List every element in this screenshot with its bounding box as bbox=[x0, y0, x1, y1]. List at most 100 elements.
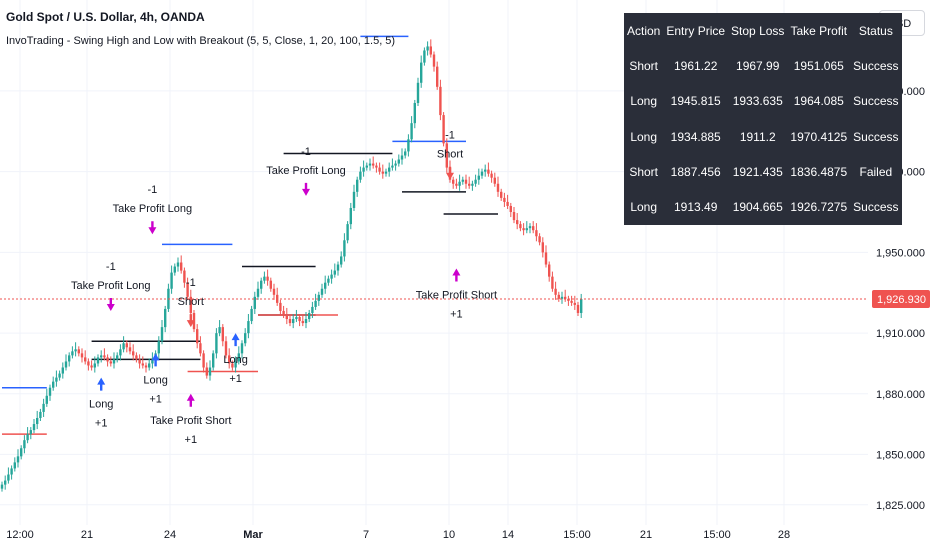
candle-body bbox=[343, 240, 346, 257]
arrow-down-icon bbox=[186, 314, 195, 328]
candle-body bbox=[346, 224, 349, 241]
candle-body bbox=[52, 381, 55, 388]
x-tick-label: 15:00 bbox=[563, 529, 591, 541]
table-row: Short 1961.22 1967.99 1951.065 Success bbox=[624, 48, 902, 83]
y-tick-label: 1,910.000 bbox=[876, 328, 925, 340]
candle-body bbox=[148, 363, 151, 368]
candle-body bbox=[320, 288, 324, 295]
grid bbox=[0, 0, 868, 525]
candle-body bbox=[458, 181, 461, 186]
candle-body bbox=[378, 167, 381, 172]
candle-body bbox=[23, 440, 26, 449]
candle-body bbox=[573, 302, 576, 305]
candle-body bbox=[256, 288, 260, 297]
candle-body bbox=[10, 468, 13, 475]
candle-body bbox=[87, 361, 90, 366]
table-header: Action bbox=[627, 23, 661, 38]
candle-body bbox=[4, 480, 7, 485]
table-header: Stop Loss bbox=[731, 23, 785, 38]
candle-body bbox=[413, 102, 416, 124]
table-header: Status bbox=[858, 23, 893, 38]
candle-body bbox=[215, 333, 218, 354]
annotation-label: Short bbox=[437, 149, 463, 161]
candle-body bbox=[116, 355, 119, 360]
candle-body bbox=[394, 163, 397, 166]
candle-body bbox=[295, 317, 298, 320]
table-cell: Success bbox=[853, 58, 899, 73]
candle-body bbox=[356, 179, 359, 192]
arrow-up-icon bbox=[231, 333, 240, 347]
candle-body bbox=[183, 270, 186, 283]
candle-body bbox=[580, 298, 583, 313]
candle-body bbox=[157, 341, 160, 354]
table-cell: 1970.4125 bbox=[790, 129, 848, 144]
candle-body bbox=[237, 353, 240, 362]
annotation-label: Take Profit Long bbox=[113, 203, 193, 215]
candle-body bbox=[487, 169, 490, 174]
y-tick-label: 1,950.000 bbox=[876, 247, 925, 259]
candle-body bbox=[36, 417, 39, 425]
table-cell: 1933.635 bbox=[732, 94, 783, 109]
candle-body bbox=[509, 205, 512, 213]
candle-body bbox=[551, 276, 554, 289]
candle-body bbox=[538, 236, 541, 243]
candle-body bbox=[173, 266, 176, 273]
table-row: Long 1913.49 1904.665 1926.7275 Success bbox=[624, 190, 902, 225]
table-cell: Short bbox=[629, 164, 659, 179]
table-header: Take Profit bbox=[790, 23, 848, 38]
candle-body bbox=[464, 179, 468, 184]
candle-body bbox=[279, 302, 282, 311]
candle-body bbox=[436, 66, 439, 87]
table-cell: Success bbox=[853, 200, 899, 215]
candle-body bbox=[298, 317, 301, 322]
candle-body bbox=[71, 351, 74, 356]
candle-body bbox=[493, 177, 496, 184]
candle-body bbox=[557, 294, 560, 299]
trade-stats-table: Action Entry Price Stop Loss Take Profit… bbox=[624, 13, 902, 225]
time-axis: 12:00 21 24 Mar 7 10 14 15:00 21 15:00 28 bbox=[0, 525, 932, 550]
annotation-label: +1 bbox=[450, 309, 463, 321]
candle-body bbox=[432, 54, 436, 67]
signal-annotations: Long +1 Long +1 Take Profit Short +1 -1 Take Pr… bbox=[71, 130, 497, 446]
candle-body bbox=[340, 256, 343, 265]
candle-body bbox=[205, 367, 208, 376]
candle-body bbox=[327, 278, 330, 283]
candle-body bbox=[311, 306, 314, 313]
candle-body bbox=[68, 355, 71, 362]
candle-body bbox=[125, 343, 128, 348]
table-cell: 1961.22 bbox=[674, 58, 718, 73]
candle-body bbox=[519, 224, 522, 229]
candle-body bbox=[228, 355, 231, 364]
candle-body bbox=[506, 201, 509, 206]
table-header-row: Action Entry Price Stop Loss Take Profit… bbox=[624, 13, 902, 48]
candle-body bbox=[128, 347, 132, 352]
candle-body bbox=[535, 230, 538, 237]
candle-body bbox=[404, 151, 407, 156]
candle-body bbox=[266, 276, 269, 281]
table-row: Long 1934.885 1911.2 1970.4125 Success bbox=[624, 119, 902, 154]
candle-body bbox=[416, 82, 420, 103]
candle-body bbox=[528, 226, 532, 229]
last-price-badge bbox=[872, 289, 930, 308]
candle-body bbox=[336, 264, 340, 271]
arrow-up-icon bbox=[452, 268, 461, 282]
candle-body bbox=[452, 179, 455, 184]
candle-body bbox=[263, 276, 266, 281]
x-tick-label: 28 bbox=[778, 529, 790, 541]
candle-body bbox=[365, 165, 368, 168]
candle-body bbox=[176, 262, 180, 267]
x-tick-label: 14 bbox=[502, 529, 514, 541]
candle-body bbox=[480, 171, 484, 176]
table-cell: 1951.065 bbox=[793, 58, 844, 73]
candle-body bbox=[90, 365, 93, 368]
candle-body bbox=[352, 191, 356, 208]
y-tick-label: 1,825.000 bbox=[876, 500, 925, 512]
table-cell: 1904.665 bbox=[732, 200, 783, 215]
candle-body bbox=[106, 357, 109, 362]
candle-body bbox=[218, 327, 221, 334]
candle-body bbox=[455, 183, 458, 186]
candle-body bbox=[570, 300, 573, 303]
candle-body bbox=[122, 343, 125, 350]
candle-body bbox=[548, 264, 551, 277]
candle-body bbox=[564, 296, 567, 299]
